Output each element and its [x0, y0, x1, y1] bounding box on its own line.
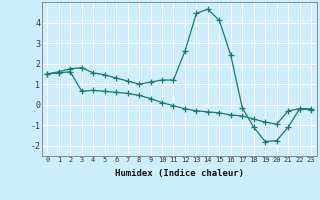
X-axis label: Humidex (Indice chaleur): Humidex (Indice chaleur) — [115, 169, 244, 178]
